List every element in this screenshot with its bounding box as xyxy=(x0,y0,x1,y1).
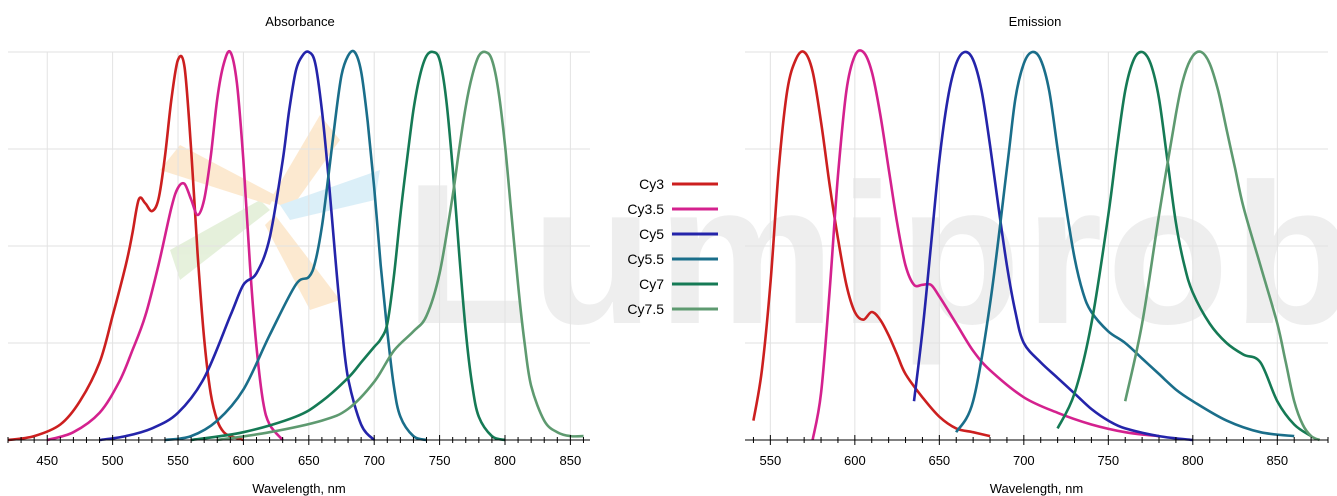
legend-label: Cy5 xyxy=(639,226,664,242)
series-line-cy5-5 xyxy=(164,49,427,442)
x-tick-label: 850 xyxy=(1266,453,1288,468)
chart-title: Absorbance xyxy=(265,14,334,29)
x-axis-label: Wavelength, nm xyxy=(252,481,345,496)
series-line-cy7-5 xyxy=(217,50,584,442)
series-line-cy3 xyxy=(7,54,244,442)
series-line-cy3-5 xyxy=(811,49,1160,441)
series-line-cy5-5 xyxy=(955,50,1295,438)
x-tick-label: 600 xyxy=(844,453,866,468)
panel-emission: 550 600 650 700 750 800 850 Wavelength, nm Emiss… xyxy=(745,14,1329,496)
x-tick-label: 700 xyxy=(363,453,385,468)
series-line-cy3 xyxy=(752,50,991,438)
series-line-cy7 xyxy=(190,50,506,442)
x-tick-label: 650 xyxy=(928,453,950,468)
x-tick-label: 500 xyxy=(102,453,124,468)
series-line-cy3-5 xyxy=(46,49,284,442)
legend: Cy3 Cy3.5 Cy5 Cy5.5 Cy7 Cy7.5 xyxy=(627,176,718,317)
chart-title: Emission xyxy=(1009,14,1062,29)
legend-label: Cy3.5 xyxy=(627,201,664,217)
x-tick-label: 800 xyxy=(494,453,516,468)
legend-label: Cy3 xyxy=(639,176,664,192)
x-tick-label: 750 xyxy=(1097,453,1119,468)
x-tick-label: 450 xyxy=(36,453,58,468)
x-tick-label: 550 xyxy=(759,453,781,468)
legend-label: Cy5.5 xyxy=(627,251,664,267)
panel-absorbance: 450 500 550 600 650 700 750 800 850 Wavelength, n… xyxy=(7,14,590,496)
series-line-cy7-5 xyxy=(1123,50,1321,442)
x-tick-label: 550 xyxy=(167,453,189,468)
x-tick-label: 650 xyxy=(298,453,320,468)
series-line-cy7 xyxy=(1056,50,1312,438)
legend-label: Cy7.5 xyxy=(627,301,664,317)
legend-label: Cy7 xyxy=(639,276,664,292)
x-tick-label: 750 xyxy=(429,453,451,468)
x-axis-label: Wavelength, nm xyxy=(990,481,1083,496)
x-tick-label: 850 xyxy=(560,453,582,468)
x-tick-label: 700 xyxy=(1013,453,1035,468)
x-tick-label: 600 xyxy=(233,453,255,468)
x-tick-label: 800 xyxy=(1182,453,1204,468)
series-line-cy5 xyxy=(99,50,376,442)
